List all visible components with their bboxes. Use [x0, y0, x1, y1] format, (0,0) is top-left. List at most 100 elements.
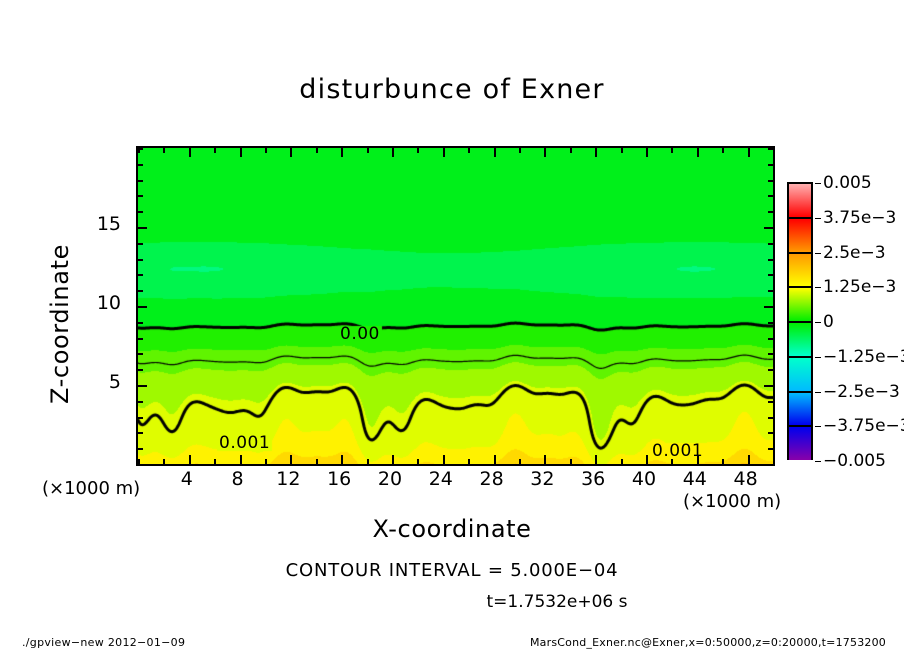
- axis-tick: [138, 416, 143, 419]
- axis-tick: [290, 455, 293, 464]
- colorbar-tick-label: 0.005: [823, 173, 872, 193]
- contour-plot-area[interactable]: 0.00 0.001 0.001: [136, 146, 775, 466]
- colorbar-segment: [789, 425, 811, 460]
- axis-tick: [442, 455, 445, 464]
- axis-tick: [747, 148, 750, 157]
- axis-tick: [417, 459, 420, 464]
- axis-tick: [768, 448, 773, 451]
- colorbar-tick: [815, 391, 821, 393]
- axis-tick: [392, 148, 394, 157]
- y-axis-tick-label: 15: [96, 213, 121, 235]
- colorbar-tick-label: 1.25e−3: [823, 277, 897, 298]
- colorbar-tick: [815, 287, 821, 289]
- y-axis-tick-label: 5: [108, 371, 121, 393]
- axis-tick: [214, 148, 217, 153]
- axis-tick: [768, 179, 773, 182]
- colorbar-segment: [789, 321, 811, 356]
- x-axis-tick-label: 4: [180, 468, 193, 490]
- axis-tick: [138, 306, 147, 308]
- axis-tick: [163, 148, 166, 153]
- axis-tick: [392, 455, 394, 464]
- x-axis-tick-label: 36: [581, 468, 606, 490]
- axis-tick: [722, 459, 725, 464]
- x-axis-tick-label: 28: [479, 468, 504, 490]
- axis-tick: [768, 195, 773, 198]
- colorbar-tick-label: −2.5e−3: [823, 381, 900, 402]
- axis-tick: [768, 321, 773, 324]
- axis-tick: [768, 148, 773, 150]
- axis-tick: [646, 148, 648, 157]
- axis-tick: [768, 163, 773, 166]
- colorbar[interactable]: 0.005 3.75e−3 2.5e−3 1.25e−3 0 −1.25e−3 −2.5e−…: [787, 173, 904, 471]
- colorbar-segment: [789, 286, 811, 321]
- axis-tick: [696, 455, 699, 464]
- axis-tick: [138, 148, 140, 153]
- axis-tick: [138, 258, 143, 261]
- axis-tick: [519, 148, 521, 153]
- axis-tick: [768, 290, 773, 293]
- axis-tick: [671, 148, 674, 153]
- axis-tick: [138, 242, 143, 245]
- axis-tick: [768, 416, 773, 419]
- x-axis-unit-right: (×1000 m): [683, 491, 782, 512]
- axis-tick: [138, 211, 143, 214]
- contour-label-lower-left: 0.001: [219, 433, 271, 453]
- axis-tick: [768, 464, 773, 466]
- axis-tick: [493, 148, 496, 157]
- axis-tick: [569, 148, 572, 153]
- axis-tick: [265, 148, 267, 153]
- axis-tick: [138, 337, 143, 340]
- y-axis-tick-label: 10: [96, 292, 121, 314]
- axis-tick: [696, 148, 699, 157]
- colorbar-tick-label: 0: [823, 312, 834, 332]
- axis-tick: [138, 274, 143, 277]
- axis-tick: [138, 321, 143, 324]
- axis-tick: [595, 455, 598, 464]
- axis-tick: [493, 455, 496, 464]
- x-axis-tick-label: 40: [631, 468, 657, 490]
- axis-tick: [138, 179, 143, 182]
- axis-tick: [773, 459, 775, 464]
- colorbar-tick: [815, 356, 821, 358]
- axis-tick: [366, 148, 369, 153]
- contour-field-canvas: [138, 148, 773, 464]
- axis-tick: [138, 459, 140, 464]
- axis-tick: [214, 459, 217, 464]
- footer-command-text: ./gpview−new 2012−01−09: [22, 636, 186, 649]
- axis-tick: [747, 455, 750, 464]
- x-axis-tick-label: 16: [327, 468, 352, 490]
- colorbar-tick: [815, 461, 821, 462]
- colorbar-segment: [789, 184, 811, 217]
- axis-tick: [764, 227, 773, 229]
- colorbar-tick-label: −1.25e−3: [823, 346, 904, 367]
- page-title: disturbunce of Exner: [299, 74, 605, 105]
- axis-tick: [366, 459, 369, 464]
- axis-tick: [138, 400, 143, 403]
- x-axis-tick-label: 20: [377, 468, 403, 490]
- axis-tick: [138, 448, 143, 451]
- colorbar-tick-label: 2.5e−3: [823, 242, 886, 263]
- axis-tick: [764, 385, 773, 387]
- axis-tick: [646, 455, 648, 464]
- axis-tick: [722, 148, 725, 153]
- contour-interval-text: CONTOUR INTERVAL = 5.000E−04: [285, 560, 619, 581]
- axis-tick: [138, 227, 147, 229]
- axis-tick: [138, 464, 143, 466]
- x-axis-tick-label: 8: [231, 468, 244, 490]
- colorbar-segment: [789, 355, 811, 391]
- axis-tick: [290, 148, 293, 157]
- colorbar-tick: [815, 426, 821, 428]
- axis-tick: [569, 459, 572, 464]
- axis-tick: [768, 337, 773, 340]
- colorbar-tick: [815, 183, 821, 184]
- x-axis-tick-label: 12: [276, 468, 301, 490]
- axis-tick: [442, 148, 445, 157]
- axis-tick: [239, 148, 242, 157]
- axis-tick: [544, 148, 547, 157]
- contour-label-lower-right: 0.001: [652, 441, 704, 461]
- axis-tick: [768, 211, 773, 214]
- colorbar-segment: [789, 251, 811, 287]
- axis-tick: [138, 369, 143, 372]
- axis-tick: [768, 369, 773, 372]
- axis-tick: [768, 258, 773, 261]
